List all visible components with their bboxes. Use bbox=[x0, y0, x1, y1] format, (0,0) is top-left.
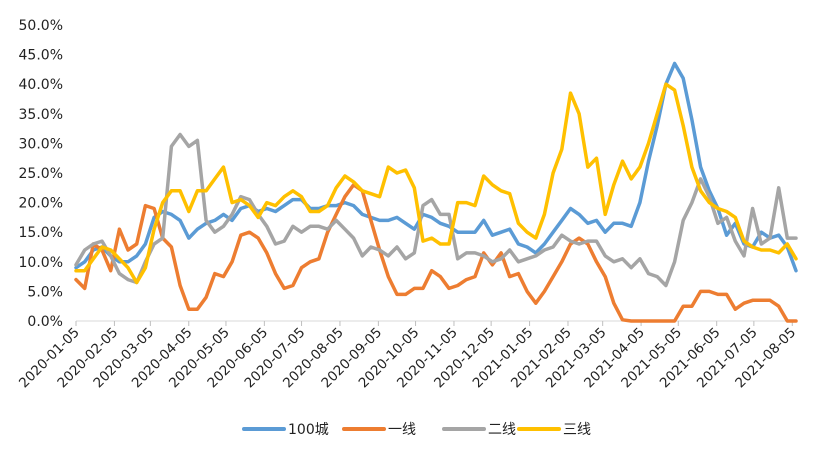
legend-label: 一线 bbox=[388, 422, 416, 438]
series-points bbox=[75, 84, 797, 283]
y-tick-label: 5.0% bbox=[27, 284, 63, 300]
y-tick-label: 0.0% bbox=[27, 314, 63, 330]
series-line bbox=[74, 132, 798, 288]
series-points bbox=[75, 134, 797, 286]
series-layer bbox=[74, 61, 798, 323]
y-tick-label: 25.0% bbox=[19, 166, 63, 182]
y-axis: 0.0% 5.0% 10.0% 15.0% 20.0% 25.0% 30.0% 35.0% 40… bbox=[19, 18, 63, 330]
x-axis: 2020-01-052020-02-052020-03-052020-04-05… bbox=[16, 320, 799, 391]
legend-label: 三线 bbox=[563, 422, 591, 438]
legend-label: 二线 bbox=[488, 422, 516, 438]
series-points bbox=[75, 63, 797, 271]
legend: 100城 一线 二线 三线 bbox=[242, 422, 591, 438]
legend-label: 100城 bbox=[288, 422, 329, 438]
series-points bbox=[75, 184, 797, 322]
y-tick-label: 20.0% bbox=[19, 196, 63, 212]
series-line bbox=[74, 82, 798, 285]
y-tick-label: 50.0% bbox=[19, 18, 63, 34]
y-tick-label: 10.0% bbox=[19, 255, 63, 271]
y-tick-label: 45.0% bbox=[19, 48, 63, 64]
y-tick-label: 40.0% bbox=[19, 77, 63, 93]
y-tick-label: 30.0% bbox=[19, 136, 63, 152]
series-line bbox=[74, 183, 798, 323]
series-line bbox=[74, 61, 798, 273]
y-tick-label: 15.0% bbox=[19, 225, 63, 241]
y-tick-label: 35.0% bbox=[19, 107, 63, 123]
